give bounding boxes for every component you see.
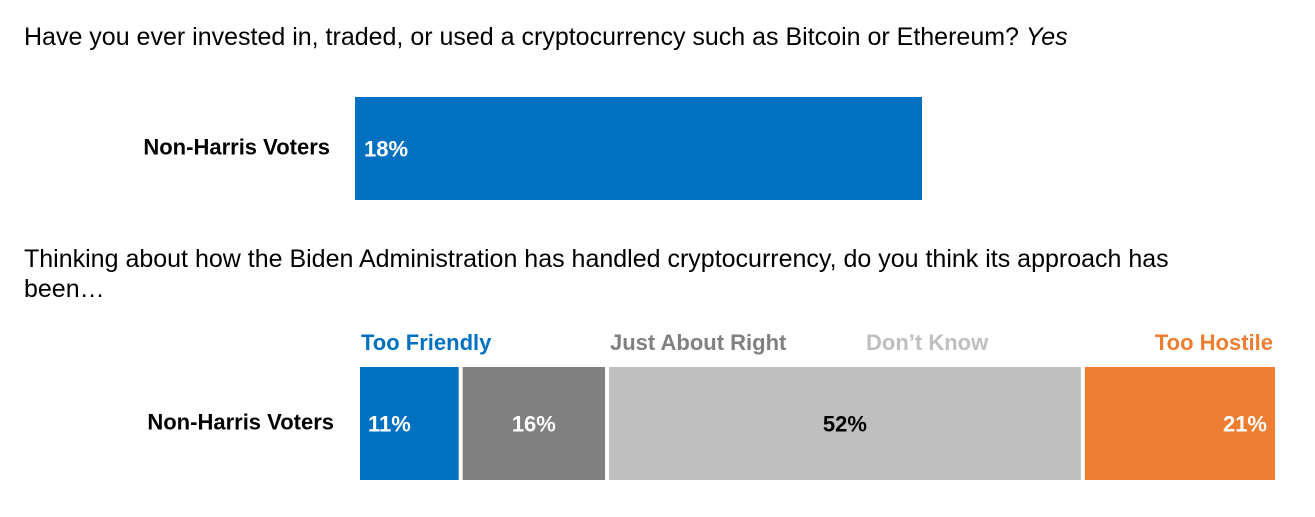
value-label: 11% — [368, 411, 411, 436]
value-label: 21% — [1223, 411, 1267, 436]
bar-segment — [1084, 367, 1275, 480]
value-label: 16% — [512, 411, 556, 436]
bar-segment — [609, 367, 1081, 480]
bar — [355, 97, 922, 200]
value-label: 18% — [364, 136, 408, 161]
legend-label: Too Friendly — [361, 330, 492, 355]
value-label: 52% — [823, 411, 867, 436]
legend-label: Too Hostile — [1155, 330, 1273, 355]
bar-segment — [462, 367, 606, 480]
category-label: Non-Harris Voters — [143, 134, 330, 159]
legend-label: Don’t Know — [866, 330, 989, 355]
bar-segment — [360, 367, 459, 480]
category-label: Non-Harris Voters — [147, 409, 334, 434]
title-text: Have you ever invested in, traded, or us… — [24, 23, 1019, 51]
legend-label: Just About Right — [610, 330, 787, 355]
chart-title: Have you ever invested in, traded, or us… — [24, 22, 1304, 52]
chart-title: Thinking about how the Biden Administrat… — [24, 245, 1169, 303]
series-name: Yes — [1025, 23, 1068, 51]
